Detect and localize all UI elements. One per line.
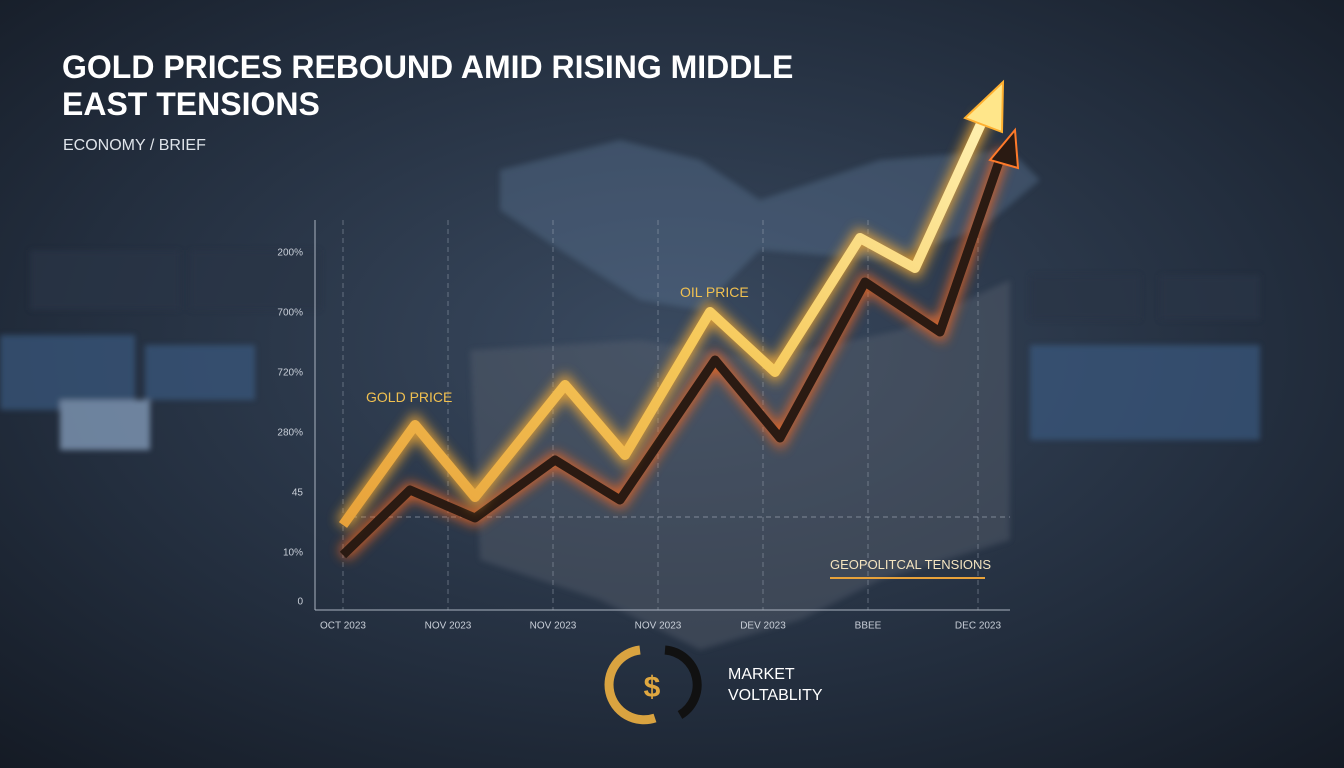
x-axis-label: BBEE [855,621,882,632]
badge-text: MARKET [728,666,795,683]
title: EAST TENSIONS [62,86,320,122]
y-axis-label: 45 [292,488,304,499]
subtitle: ECONOMY / BRIEF [63,137,206,154]
y-axis-label: 280% [277,428,303,439]
icon-arc [664,645,702,719]
x-axis-label: NOV 2023 [635,621,682,632]
office-backdrop [0,140,1260,650]
badge-icon: $ [604,645,702,725]
gold-line [338,112,990,528]
chart-lines [336,79,1020,561]
series-label: OIL PRICE [680,284,749,300]
y-axis-label: 0 [297,597,303,608]
oil-line [339,148,1008,559]
x-axis-label: OCT 2023 [320,621,366,632]
annotation: GEOPOLITCAL TENSIONS [830,557,991,572]
x-axis-label: DEV 2023 [740,621,786,632]
oil-arrow [988,127,1020,170]
series-label: GOLD PRICE [366,389,452,405]
icon-arc [604,645,657,725]
x-axis-label: NOV 2023 [530,621,577,632]
title: GOLD PRICES REBOUND AMID RISING MIDDLE [62,49,793,85]
gold-arrow [963,79,1005,134]
icon-dollar: $ [644,671,661,704]
y-axis-label: 720% [277,368,303,379]
y-axis-label: 700% [277,308,303,319]
badge-text: VOLTABLITY [728,687,823,704]
x-axis-label: DEC 2023 [955,621,1002,632]
y-axis-label: 200% [277,248,303,259]
x-axis-label: NOV 2023 [425,621,472,632]
y-axis-label: 10% [283,548,303,559]
chart-axes: 200% 700% 720% 280% 45 10% 0 OCT 2023 NOV 2023 NO… [277,220,1010,632]
